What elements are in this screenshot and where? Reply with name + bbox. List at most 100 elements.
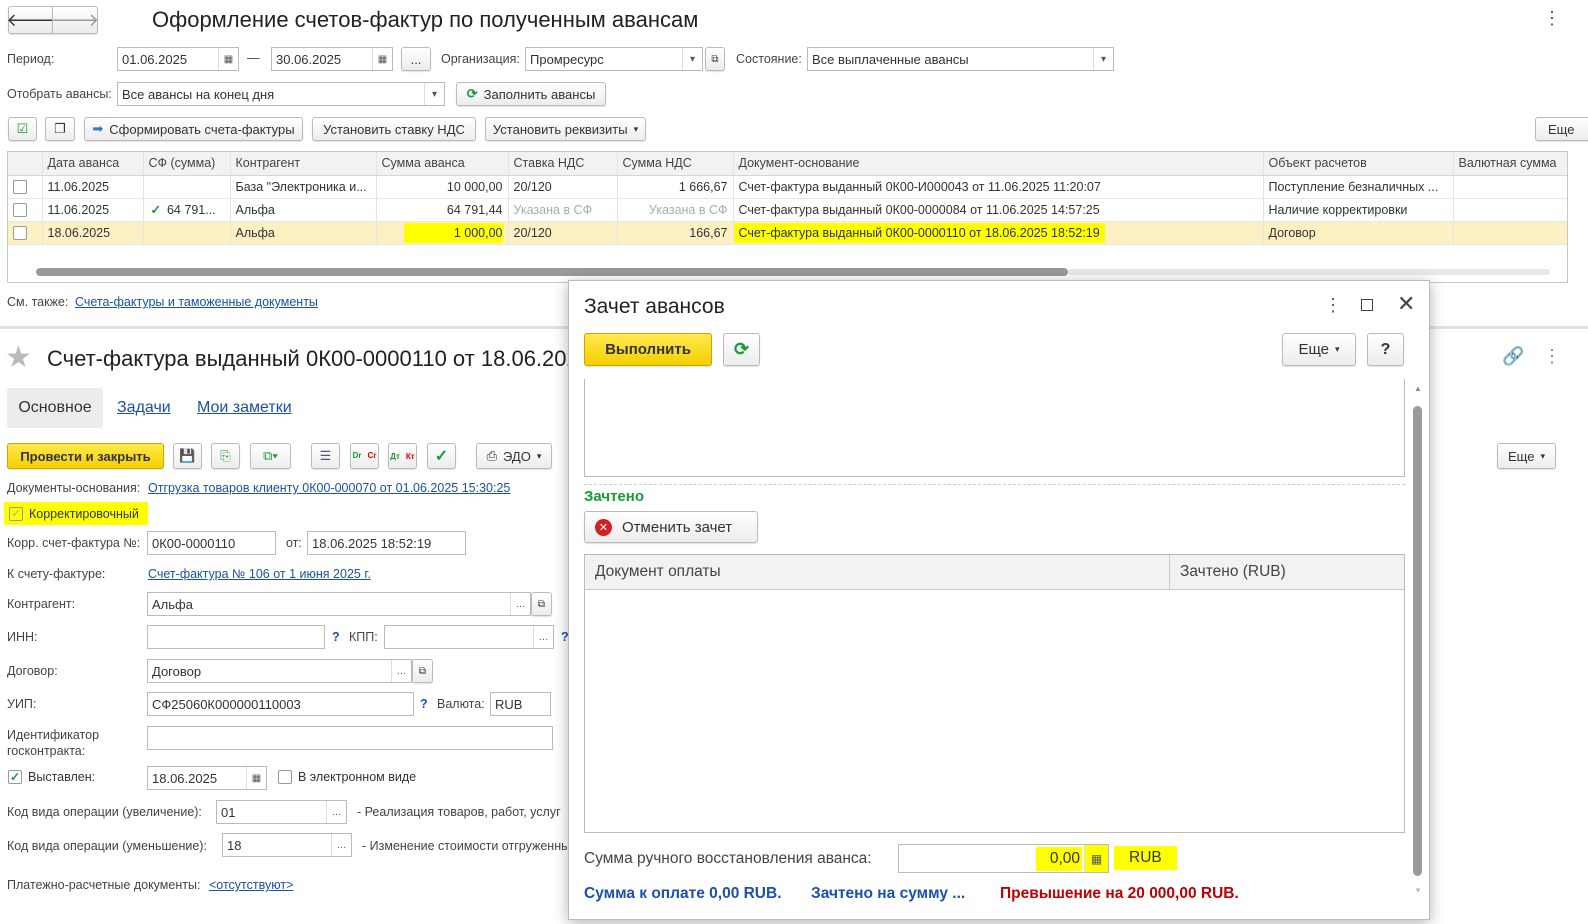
- table-row-selected[interactable]: 18.06.2025 Альфа 1 000,00 20/120 166,67 Счет-…: [8, 221, 1567, 245]
- chevron-down-icon[interactable]: ▾: [424, 83, 444, 105]
- org-open-button[interactable]: ⧉: [705, 47, 725, 71]
- row-checkbox[interactable]: [13, 202, 27, 217]
- more-menu-icon[interactable]: ⋮: [1543, 346, 1561, 366]
- link-icon[interactable]: 🔗: [1502, 346, 1525, 366]
- column-header-doc[interactable]: Документ-основание: [733, 152, 1264, 176]
- corrective-checkbox[interactable]: ✓ Корректировочный: [4, 502, 148, 525]
- uip-input[interactable]: СФ25060К000000110003: [147, 692, 414, 716]
- vertical-scrollbar[interactable]: [1413, 406, 1422, 876]
- list-icon[interactable]: ☰: [311, 443, 340, 469]
- column-header-vat[interactable]: Сумма НДС: [617, 152, 734, 176]
- to-invoice-link[interactable]: Счет-фактура № 106 от 1 июня 2025 г.: [148, 567, 371, 581]
- column-header-rate[interactable]: Ставка НДС: [508, 152, 618, 176]
- scroll-down-icon[interactable]: ▼: [1414, 886, 1422, 895]
- gk-input[interactable]: [147, 726, 553, 750]
- more-menu-icon[interactable]: ⋮: [1324, 295, 1342, 315]
- check-all-button[interactable]: ☑: [8, 117, 37, 141]
- column-header-date[interactable]: Дата аванса: [42, 152, 144, 176]
- post-and-close-button[interactable]: Провести и закрыть: [7, 443, 164, 469]
- currency-input[interactable]: RUB: [490, 692, 551, 716]
- scroll-up-icon[interactable]: ▲: [1414, 384, 1422, 393]
- table-row[interactable]: 11.06.2025 ✓ 64 791... Альфа 64 791,44 Указан…: [8, 198, 1567, 222]
- chevron-down-icon[interactable]: ▾: [682, 48, 702, 70]
- help-button[interactable]: ?: [1367, 333, 1404, 366]
- edo-button[interactable]: ⎙ ЭДО ▾: [476, 443, 552, 469]
- refresh-button[interactable]: ⟳: [723, 333, 760, 366]
- calendar-icon[interactable]: ▦: [246, 767, 266, 789]
- tab-notes[interactable]: Мои заметки: [197, 399, 292, 416]
- issued-date-input[interactable]: 18.06.2025 ▦: [147, 766, 267, 790]
- select-icon[interactable]: …: [391, 660, 411, 682]
- show-select[interactable]: Все авансы на конец дня ▾: [117, 82, 445, 106]
- column-header-payment-doc[interactable]: Документ оплаты: [585, 555, 1170, 590]
- tab-main[interactable]: Основное: [7, 388, 103, 428]
- column-header-sum[interactable]: Сумма аванса: [376, 152, 509, 176]
- set-vat-button[interactable]: Установить ставку НДС: [312, 117, 476, 141]
- column-header-sf[interactable]: СФ (сумма): [143, 152, 231, 176]
- tab-tasks[interactable]: Задачи: [117, 399, 171, 416]
- cancel-offset-button[interactable]: ✕ Отменить зачет: [584, 511, 758, 543]
- more-button[interactable]: Еще: [1535, 117, 1588, 141]
- see-also-link[interactable]: Счета-фактуры и таможенные документы: [75, 295, 318, 309]
- fill-advances-button[interactable]: ⟳ Заполнить авансы: [456, 82, 606, 106]
- op-dec-label: Код вида операции (уменьшение):: [7, 839, 207, 853]
- op-dec-input[interactable]: 18…: [222, 833, 352, 857]
- corr-no-input[interactable]: 0К00-0000110: [147, 531, 276, 555]
- contract-input[interactable]: Договор…: [147, 659, 412, 683]
- select-icon[interactable]: …: [533, 626, 553, 648]
- op-inc-input[interactable]: 01…: [216, 800, 347, 824]
- run-button[interactable]: Выполнить: [584, 333, 712, 366]
- date-from-input[interactable]: 01.06.2025 ▦: [117, 47, 239, 71]
- close-icon[interactable]: ✕: [1397, 291, 1416, 316]
- calendar-icon[interactable]: ▦: [218, 48, 238, 70]
- back-button[interactable]: 🡐: [6, 6, 55, 34]
- inn-input[interactable]: [147, 625, 325, 649]
- electronic-checkbox[interactable]: В электронном виде: [278, 770, 416, 784]
- maximize-icon[interactable]: [1361, 299, 1373, 311]
- chevron-down-icon[interactable]: ▾: [1093, 48, 1113, 70]
- from-input[interactable]: 18.06.2025 18:52:19: [307, 531, 466, 555]
- calculator-icon[interactable]: ▦: [1084, 845, 1108, 872]
- manual-restore-input[interactable]: 0,00 ▦: [898, 844, 1109, 873]
- period-select-button[interactable]: ...: [401, 47, 431, 71]
- favorite-star-icon[interactable]: ★: [5, 341, 32, 374]
- calendar-icon[interactable]: ▦: [372, 48, 392, 70]
- post-icon[interactable]: ⎘: [211, 443, 240, 469]
- set-requisites-button[interactable]: Установить реквизиты ▾: [485, 117, 646, 141]
- open-icon[interactable]: ⧉: [531, 592, 552, 616]
- form-invoices-button[interactable]: ➡ Сформировать счета-фактуры: [84, 117, 303, 141]
- more-button[interactable]: Еще ▾: [1282, 333, 1356, 366]
- create-based-on-button[interactable]: ⧉▾: [250, 443, 291, 469]
- inn-help[interactable]: ?: [332, 630, 340, 644]
- payment-docs-link[interactable]: <отсутствуют>: [209, 878, 294, 892]
- dt-kt-icon[interactable]: Дт Кт: [388, 443, 417, 469]
- column-header-currency[interactable]: Валютная сумма: [1453, 152, 1567, 176]
- kpp-help[interactable]: ?: [561, 630, 569, 644]
- dr-cr-icon[interactable]: Dr Cr: [350, 443, 379, 469]
- row-checkbox[interactable]: [13, 179, 27, 194]
- org-select[interactable]: Промресурс ▾: [525, 47, 703, 71]
- state-select[interactable]: Все выплаченные авансы ▾: [807, 47, 1114, 71]
- check-icon[interactable]: ✓: [427, 443, 456, 469]
- select-icon[interactable]: …: [326, 801, 346, 823]
- contractor-input[interactable]: Альфа…: [147, 592, 531, 616]
- horizontal-scrollbar[interactable]: [36, 268, 1068, 276]
- select-icon[interactable]: …: [510, 593, 530, 615]
- issued-checkbox[interactable]: ✓ Выставлен:: [8, 770, 95, 784]
- column-header-offset[interactable]: Зачтено (RUB): [1170, 555, 1404, 590]
- date-to-input[interactable]: 30.06.2025 ▦: [271, 47, 393, 71]
- select-icon[interactable]: …: [331, 834, 351, 856]
- forward-button[interactable]: 🡒: [51, 6, 99, 34]
- kpp-input[interactable]: …: [384, 625, 554, 649]
- column-header-contractor[interactable]: Контрагент: [230, 152, 377, 176]
- base-docs-link[interactable]: Отгрузка товаров клиенту 0К00-000070 от …: [148, 481, 511, 495]
- copy-button[interactable]: ❐: [45, 117, 75, 141]
- open-icon[interactable]: ⧉: [412, 659, 433, 683]
- more-menu-icon[interactable]: ⋮: [1543, 8, 1561, 28]
- more-button[interactable]: Еще ▾: [1497, 443, 1556, 469]
- uip-help[interactable]: ?: [420, 697, 428, 711]
- column-header-object[interactable]: Объект расчетов: [1263, 152, 1454, 176]
- save-icon[interactable]: 💾: [173, 443, 202, 469]
- row-checkbox[interactable]: [13, 225, 27, 240]
- table-row[interactable]: 11.06.2025 База "Электроника и... 10 000,0…: [8, 175, 1567, 199]
